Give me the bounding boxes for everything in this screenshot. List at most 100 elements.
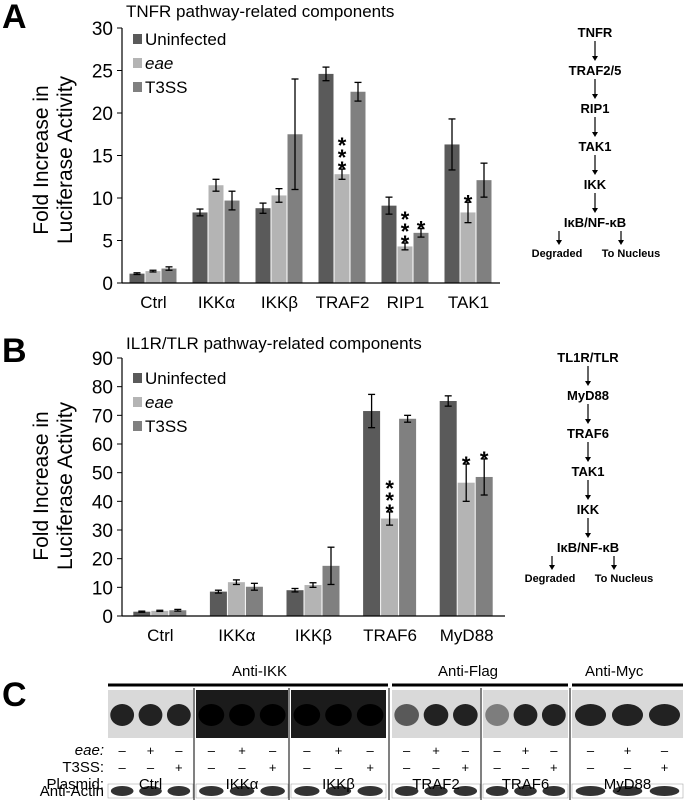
bar xyxy=(322,565,340,616)
significance-star: * xyxy=(464,190,473,215)
blot-band xyxy=(648,704,681,726)
t3ss-sign: – xyxy=(403,760,411,775)
t3ss-sign: – xyxy=(238,760,246,775)
bar xyxy=(444,144,460,283)
blot-band xyxy=(110,704,135,726)
y-tick-label: 0 xyxy=(102,607,113,628)
eae-sign: – xyxy=(367,743,375,758)
significance-star: * xyxy=(401,219,410,244)
y-tick-label: 25 xyxy=(92,62,113,83)
actin-band xyxy=(542,786,566,796)
t3ss-sign: + xyxy=(550,760,558,775)
pathway-end-label: Degraded xyxy=(525,573,576,585)
category-label: Ctrl xyxy=(147,626,173,645)
bar xyxy=(209,591,227,616)
bar xyxy=(318,73,334,284)
chart-a-ylabel-line1: Fold Increase in xyxy=(30,85,53,234)
pathway-arrowhead xyxy=(592,56,598,61)
actin-band xyxy=(167,786,191,796)
bar xyxy=(475,476,493,616)
significance-star: * xyxy=(385,488,394,513)
t3ss-sign: + xyxy=(366,760,374,775)
actin-band xyxy=(294,786,320,796)
category-label: TAK1 xyxy=(448,293,489,312)
pathway-arrowhead xyxy=(592,132,598,137)
blot-row-label-t3ss: T3SS: xyxy=(62,759,104,776)
pathway-arrowhead xyxy=(592,170,598,175)
plasmid-label: IKKβ xyxy=(322,776,355,793)
blot-row-label-eae: eae: xyxy=(75,742,104,759)
eae-sign: – xyxy=(661,743,669,758)
blot-lane-group: ––+––+TRAF2 xyxy=(391,690,481,799)
pathway-arrowhead xyxy=(585,457,591,462)
blot-band xyxy=(574,704,607,726)
t3ss-sign: – xyxy=(303,760,311,775)
significance-star: * xyxy=(338,133,347,158)
bar xyxy=(304,585,322,616)
pathway-arrowhead xyxy=(618,240,624,245)
bar xyxy=(192,212,208,283)
category-label: RIP1 xyxy=(387,293,425,312)
eae-sign: – xyxy=(269,743,277,758)
blot-lane-group: ––+––+TRAF6 xyxy=(482,690,569,799)
pathway-arrowhead xyxy=(585,495,591,500)
bar xyxy=(413,232,429,283)
blot-band xyxy=(166,704,191,726)
significance-mark: ** xyxy=(480,447,489,472)
bar xyxy=(399,418,417,616)
t3ss-sign: + xyxy=(269,760,277,775)
blot-lane-group: – – + – – + MyD88 xyxy=(571,690,684,799)
eae-sign: + xyxy=(238,743,246,758)
bar xyxy=(476,180,492,283)
pathway-arrowhead xyxy=(549,565,555,570)
t3ss-sign: + xyxy=(175,760,183,775)
significance-mark: ****** xyxy=(385,476,394,525)
bar xyxy=(381,205,397,283)
t3ss-sign: – xyxy=(587,760,595,775)
plasmid-label: TRAF2 xyxy=(412,776,460,793)
bar xyxy=(286,590,304,616)
plasmid-label: MyD88 xyxy=(604,776,652,793)
legend-label: Uninfected xyxy=(145,369,226,388)
blot-lane-group: – – + – – + IKKβ xyxy=(290,690,387,799)
blot-band xyxy=(229,704,255,726)
eae-sign: – xyxy=(119,743,127,758)
actin-strip xyxy=(391,783,481,799)
pathway-arrowhead xyxy=(592,208,598,213)
pathway-node: IKK xyxy=(584,177,607,192)
chart-b-ylabel-line1: Fold Increase in xyxy=(30,411,53,560)
pathway-node: MyD88 xyxy=(567,388,609,403)
actin-band xyxy=(394,786,419,796)
y-tick-label: 0 xyxy=(102,274,113,295)
y-tick-label: 50 xyxy=(92,464,113,485)
eae-sign: – xyxy=(550,743,558,758)
pathway-end-label: To Nucleus xyxy=(602,248,660,260)
bar xyxy=(350,91,366,283)
blot-band xyxy=(453,704,478,726)
legend-swatch xyxy=(133,82,142,92)
bar xyxy=(334,174,350,283)
pathway-node: TL1R/TLR xyxy=(557,350,619,365)
significance-star: * xyxy=(385,500,394,525)
bar xyxy=(439,401,457,616)
significance-star: * xyxy=(385,476,394,501)
panel-a-label: A xyxy=(2,0,27,36)
legend-label: eae xyxy=(145,54,173,73)
category-label: IKKα xyxy=(198,293,235,312)
y-tick-label: 30 xyxy=(92,521,113,542)
actin-band xyxy=(199,786,224,796)
bar xyxy=(129,273,145,283)
blot-band xyxy=(423,704,449,726)
blot-band xyxy=(513,704,538,726)
bar xyxy=(457,482,475,616)
legend-swatch xyxy=(133,373,142,383)
bar xyxy=(161,268,177,283)
y-tick-label: 40 xyxy=(92,492,113,513)
pathway-arrowhead xyxy=(585,419,591,424)
legend-label: T3SS xyxy=(145,417,188,436)
pathway-node: TRAF6 xyxy=(567,426,609,441)
legend-label: T3SS xyxy=(145,78,188,97)
legend-swatch xyxy=(133,58,142,68)
chart-b-ylabel: Fold Increase in Luciferase Activity xyxy=(30,401,77,570)
significance-star: * xyxy=(462,452,471,477)
